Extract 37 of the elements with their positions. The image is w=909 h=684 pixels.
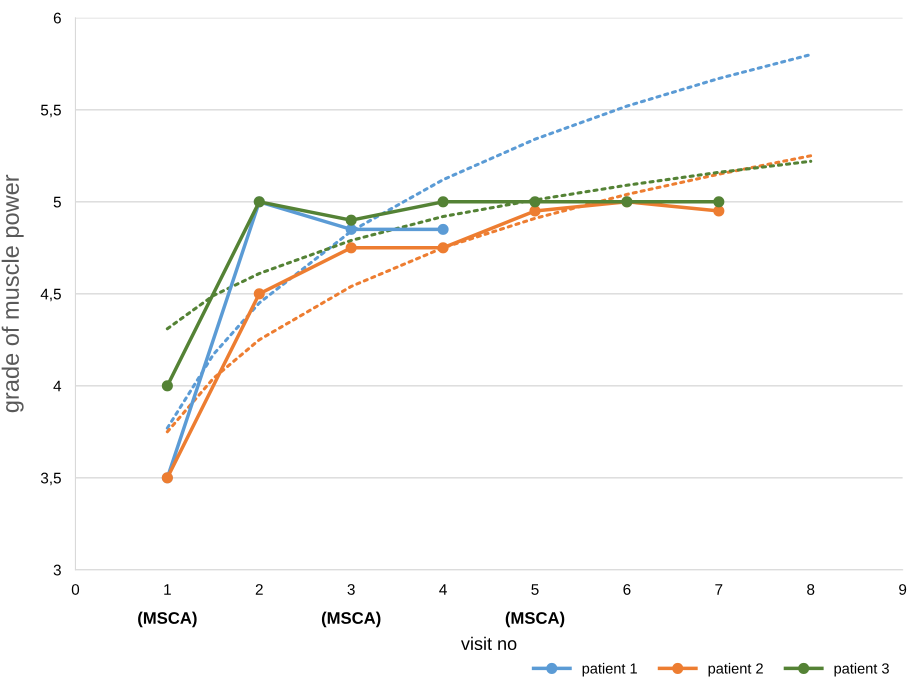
y-tick-label: 4,5 (40, 288, 61, 302)
x-tick-label: 1 (164, 584, 171, 595)
point (346, 224, 357, 235)
legend-label: patient 1 (582, 662, 637, 677)
x-tick-label: 2 (256, 584, 263, 595)
y-axis-title: grade of muscle power (2, 174, 24, 412)
point (254, 288, 265, 300)
point (346, 214, 357, 226)
y-tick-label: 6 (54, 12, 61, 24)
text: (MSCA) (506, 612, 564, 628)
x-tick-label: 9 (899, 584, 906, 595)
point (162, 380, 173, 392)
y-tick-label: 3,5 (40, 472, 61, 486)
x-tick-label: 6 (623, 584, 630, 595)
x-tick-label: 5 (531, 584, 539, 595)
legend-label: patient 2 (708, 662, 763, 677)
point (438, 196, 449, 208)
point (438, 224, 449, 235)
point (713, 196, 724, 208)
x-tick-label: 7 (715, 584, 722, 595)
y-tick-label: 5,5 (40, 104, 61, 118)
legend-label: patient 3 (834, 662, 889, 677)
y-tick-label: 4 (53, 380, 62, 392)
x-tick-label: 3 (348, 584, 355, 595)
text: (MSCA) (322, 612, 380, 628)
point (713, 205, 724, 217)
x-axis-title: visit no (461, 636, 516, 650)
y-tick-label: 5 (54, 196, 61, 208)
point (529, 205, 541, 217)
y-tick-label: 3 (54, 564, 61, 576)
point (438, 242, 449, 254)
text: (MSCA) (138, 612, 197, 628)
x-tick-label: 0 (72, 584, 80, 595)
point (529, 196, 541, 208)
point (346, 242, 357, 254)
x-tick-label: 8 (807, 584, 814, 595)
x-tick-label: 4 (439, 584, 447, 595)
